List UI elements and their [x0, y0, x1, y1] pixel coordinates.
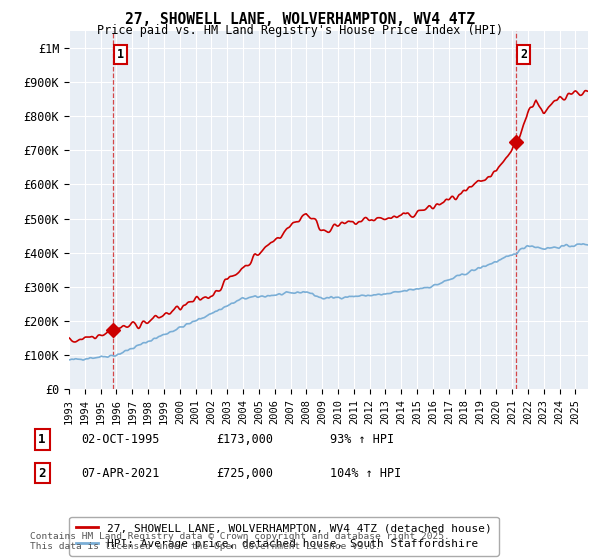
Text: Price paid vs. HM Land Registry's House Price Index (HPI): Price paid vs. HM Land Registry's House … — [97, 24, 503, 37]
Text: 07-APR-2021: 07-APR-2021 — [81, 466, 160, 480]
Text: £725,000: £725,000 — [216, 466, 273, 480]
Text: 1: 1 — [116, 48, 124, 61]
Legend: 27, SHOWELL LANE, WOLVERHAMPTON, WV4 4TZ (detached house), HPI: Average price, d: 27, SHOWELL LANE, WOLVERHAMPTON, WV4 4TZ… — [70, 517, 499, 556]
Text: 02-OCT-1995: 02-OCT-1995 — [81, 433, 160, 446]
Text: Contains HM Land Registry data © Crown copyright and database right 2025.
This d: Contains HM Land Registry data © Crown c… — [30, 532, 450, 552]
Text: 2: 2 — [520, 48, 527, 61]
Text: 1: 1 — [38, 433, 46, 446]
Text: 2: 2 — [38, 466, 46, 480]
Text: 27, SHOWELL LANE, WOLVERHAMPTON, WV4 4TZ: 27, SHOWELL LANE, WOLVERHAMPTON, WV4 4TZ — [125, 12, 475, 27]
Text: £173,000: £173,000 — [216, 433, 273, 446]
Text: 104% ↑ HPI: 104% ↑ HPI — [330, 466, 401, 480]
Text: 93% ↑ HPI: 93% ↑ HPI — [330, 433, 394, 446]
